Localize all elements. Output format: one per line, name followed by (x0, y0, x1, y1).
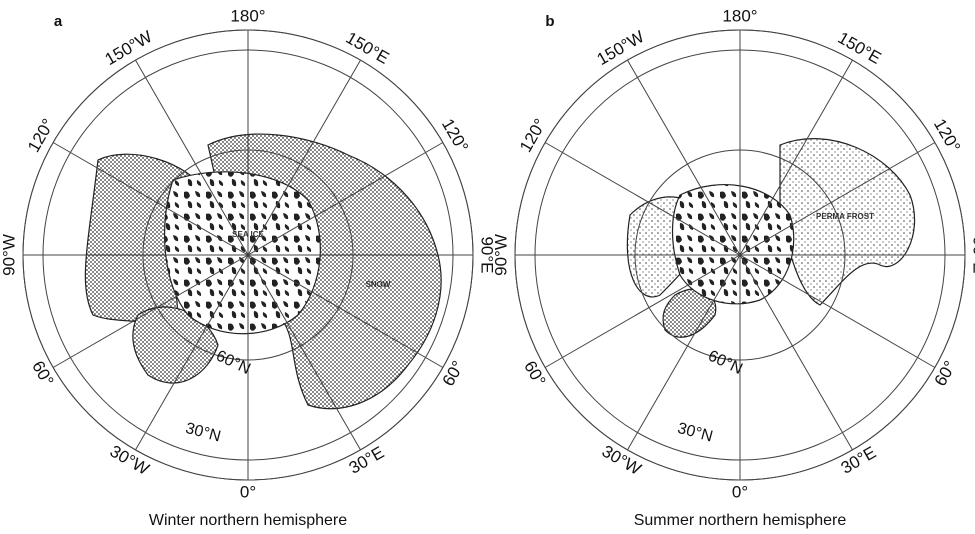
longitude-label: 120° (24, 116, 58, 156)
longitude-label: 180° (230, 6, 265, 25)
longitude-label: 150°E (835, 28, 885, 68)
longitude-label: 150°E (343, 28, 393, 68)
longitude-label: 60° (520, 358, 549, 390)
longitude-label: 180° (722, 6, 757, 25)
region-label: PERMA FROST (816, 212, 874, 221)
map-panel: 180°150°E120°90°E60°30°E0°30°W60°90°W120… (0, 6, 497, 501)
panel-letter: b (545, 13, 554, 30)
region-label: SNOW (366, 280, 391, 289)
land-area (780, 139, 915, 305)
longitude-label: 60° (931, 358, 960, 390)
longitude-label: 150°W (594, 27, 648, 69)
longitude-label: 150°W (102, 27, 156, 69)
latitude-label: 30°N (184, 420, 223, 446)
longitude-label: 60° (439, 358, 468, 390)
latitude-label: 30°N (676, 420, 715, 446)
longitude-label: 30°E (346, 443, 388, 478)
land-area (673, 185, 794, 304)
figure: 180° 150°E 120° 90°E 60° 30°E 0° 30°W 60° 90°W 120… (0, 0, 975, 534)
longitude-label: 90°E (970, 236, 975, 273)
panel-caption: Summer northern hemisphere (634, 512, 847, 529)
land-area (165, 172, 321, 334)
longitude-label: 90°W (491, 234, 510, 276)
longitude-label: 30°E (838, 443, 880, 478)
longitude-label: 0° (240, 482, 256, 501)
longitude-label: 60° (28, 358, 57, 390)
longitude-label: 30°W (599, 442, 645, 479)
region-label: SEA ICE (232, 230, 264, 239)
longitude-label: 120° (930, 116, 964, 156)
longitude-label: 0° (732, 482, 748, 501)
longitude-label: 90°W (0, 234, 18, 276)
map-panel: 180° 150°E 120° 90°E 60° 30°E 0° 30°W 60° 90°W 120… (491, 6, 975, 501)
panel-letter: a (54, 13, 63, 30)
panel-caption: Winter northern hemisphere (149, 512, 347, 529)
latitude-label: 60°N (705, 347, 745, 378)
longitude-label: 120° (438, 116, 472, 156)
longitude-label: 30°W (107, 442, 153, 479)
latitude-label: 60°N (213, 347, 253, 378)
longitude-label: 120° (516, 116, 550, 156)
